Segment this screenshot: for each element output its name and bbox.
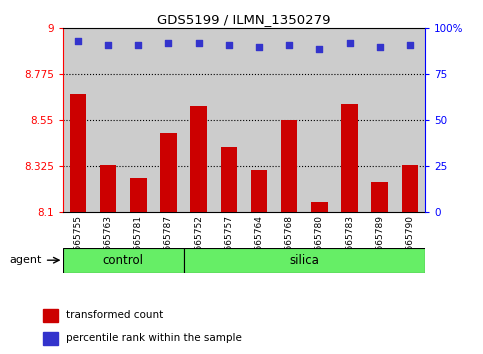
Text: control: control [103,254,143,267]
Bar [63,248,184,273]
Bar [70,94,86,212]
Bar [130,178,146,212]
Bar [365,28,395,212]
Bar [154,28,184,212]
Bar [43,332,58,345]
Bar [63,28,93,212]
Text: agent: agent [10,255,42,265]
Point [104,42,112,48]
Bar [371,182,388,212]
Bar [160,133,177,212]
Bar [311,202,327,212]
Point [255,44,263,50]
Bar [221,147,237,212]
Text: transformed count: transformed count [66,310,163,320]
Bar [100,165,116,212]
Bar [395,28,425,212]
Bar [213,28,244,212]
Point [315,46,323,51]
Bar [281,120,298,212]
Bar [274,28,304,212]
Bar [304,28,334,212]
Point [225,42,233,48]
Point [195,40,202,46]
Bar [184,248,425,273]
Bar [341,104,358,212]
Text: silica: silica [289,254,319,267]
Point [74,38,82,44]
Point [285,42,293,48]
Point [134,42,142,48]
Text: percentile rank within the sample: percentile rank within the sample [66,333,242,343]
Bar [190,106,207,212]
Bar [123,28,154,212]
Point [165,40,172,46]
Bar [244,28,274,212]
Bar [43,309,58,322]
Bar [93,28,123,212]
Bar [251,171,267,212]
Bar [184,28,213,212]
Bar [334,28,365,212]
Title: GDS5199 / ILMN_1350279: GDS5199 / ILMN_1350279 [157,13,331,26]
Point [376,44,384,50]
Bar [402,165,418,212]
Point [346,40,354,46]
Point [406,42,414,48]
